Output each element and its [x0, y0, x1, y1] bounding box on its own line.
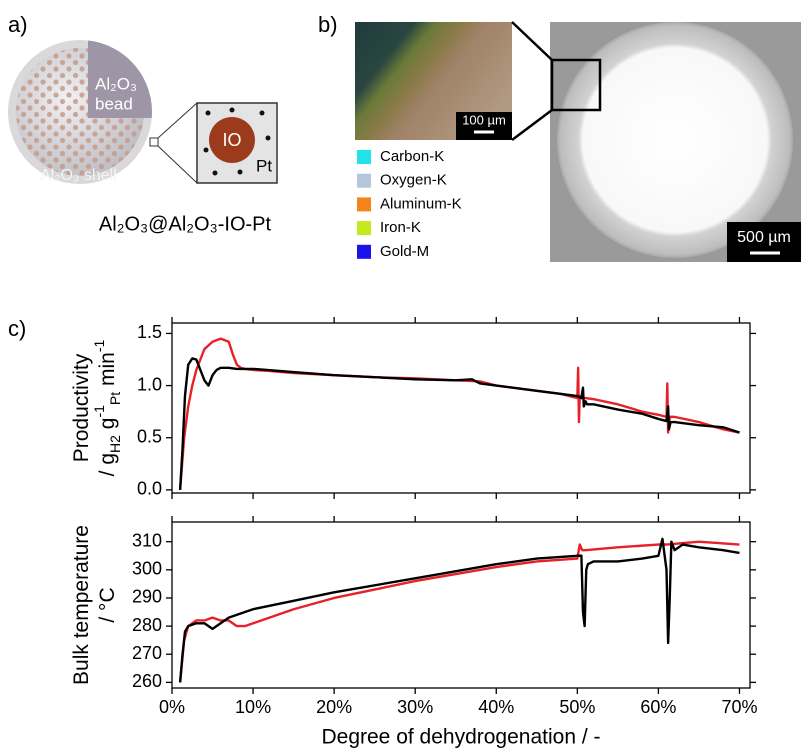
- x-tick-label: 60%: [640, 697, 676, 717]
- axis-frame: [171, 322, 751, 494]
- y-axis-label: / gH2 g-1Pt min-1: [91, 339, 123, 476]
- zoom-box: [550, 58, 602, 112]
- x-tick-label: 70%: [721, 697, 757, 717]
- x-tick-label: 10%: [235, 697, 271, 717]
- metal-label: Pt: [256, 156, 272, 175]
- zoom-line: [157, 145, 198, 184]
- scale-box: [727, 222, 801, 262]
- y-tick-label: 300: [132, 559, 162, 579]
- legend-swatch: [357, 173, 371, 188]
- shell-label: Al₂O₃ shell: [40, 167, 117, 184]
- panel-label: b): [318, 12, 338, 37]
- y-tick-label: 290: [132, 587, 162, 607]
- panel-label: c): [8, 316, 26, 341]
- legend: Carbon-K Oxygen-K Aluminum-K Iron-K Gold-M: [357, 148, 462, 260]
- x-tick-label: 40%: [478, 697, 514, 717]
- y-axis-label-part: / °C: [96, 587, 119, 622]
- caption: Al₂O₃@Al₂O₃-IO-Pt: [99, 213, 272, 235]
- y-axis-label: Bulk temperature: [70, 525, 93, 685]
- y-tick-label: 0.0: [137, 479, 162, 499]
- legend-label: Aluminum-K: [380, 195, 462, 212]
- panel-label: a): [8, 12, 28, 37]
- y-tick-label: 0.5: [137, 426, 162, 446]
- legend-swatch: [357, 244, 371, 259]
- y-tick-label: 310: [132, 530, 162, 550]
- iron-oxide: [209, 117, 255, 163]
- y-axis-label-part: Bulk temperature: [70, 525, 93, 685]
- zoom-line: [511, 21, 553, 61]
- legend-label: Gold-M: [380, 243, 429, 260]
- y-axis-label-part: -1: [91, 339, 107, 352]
- x-tick-label: 30%: [397, 697, 433, 717]
- legend-label: Iron-K: [380, 219, 421, 236]
- legend-label: Oxygen-K: [380, 172, 447, 189]
- y-axis-label-part: -1: [91, 405, 107, 418]
- y-axis-label-part: H2: [107, 435, 123, 453]
- scale-box: [456, 112, 512, 140]
- zoom-line: [511, 109, 553, 141]
- y-tick-label: 1.5: [137, 322, 162, 342]
- x-tick-label: 50%: [559, 697, 595, 717]
- legend-swatch: [357, 150, 371, 164]
- y-tick-label: 260: [132, 671, 162, 691]
- core-label: IO: [222, 130, 241, 150]
- legend-swatch: [357, 221, 371, 236]
- zoom-line: [157, 102, 198, 139]
- data-line: [178, 540, 740, 683]
- data-line: [178, 337, 740, 490]
- bead-illustration: [8, 40, 278, 184]
- y-axis-label-part: / g: [96, 453, 119, 476]
- scale-label: 100 µm: [462, 112, 506, 127]
- y-axis-label-part: Productivity: [70, 353, 93, 462]
- y-axis-label: Productivity: [70, 353, 93, 462]
- legend-label: Carbon-K: [380, 148, 444, 165]
- x-tick-label: 20%: [316, 697, 352, 717]
- y-axis-label-part: g: [96, 418, 119, 436]
- x-tick-label: 0%: [159, 697, 185, 717]
- x-axis-label: Degree of dehydrogenation / -: [321, 726, 600, 749]
- y-tick-label: 1.0: [137, 374, 162, 394]
- y-tick-label: 270: [132, 643, 162, 663]
- axis-frame: [171, 521, 751, 689]
- data-line: [178, 537, 740, 683]
- y-axis-label: / °C: [96, 587, 119, 622]
- scale-label: 500 µm: [737, 229, 791, 246]
- pt-particles: [203, 107, 271, 176]
- sem-bead: [557, 22, 793, 258]
- zoom-box: [149, 137, 159, 147]
- bead-label: Al₂O₃: [95, 74, 137, 93]
- legend-swatch: [357, 197, 371, 212]
- bead-label: bead: [95, 94, 133, 113]
- data-line: [178, 357, 740, 490]
- y-tick-label: 280: [132, 615, 162, 635]
- y-axis-label-part: Pt: [107, 392, 123, 405]
- y-axis-label-part: min: [96, 352, 119, 392]
